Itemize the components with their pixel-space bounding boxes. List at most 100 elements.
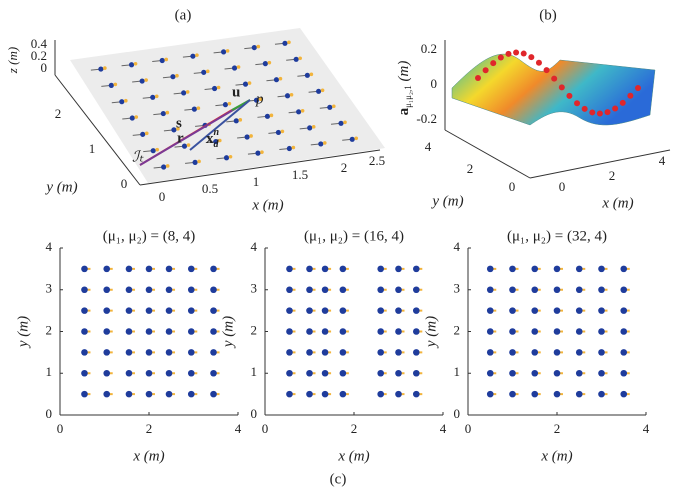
array-dot-accent <box>323 141 327 145</box>
x-tick-label: 2.5 <box>369 153 385 168</box>
array-dot <box>255 150 261 156</box>
array-dot <box>262 61 268 67</box>
array-dot-accent <box>185 90 190 94</box>
array-dot <box>221 49 227 55</box>
array-dot <box>140 131 146 137</box>
point <box>486 349 494 356</box>
array-dot-accent <box>238 118 243 122</box>
array-dot-accent <box>133 61 138 66</box>
point <box>187 390 195 398</box>
point <box>531 265 539 273</box>
point <box>575 307 583 314</box>
point <box>598 390 605 398</box>
point <box>187 286 195 294</box>
point <box>553 328 561 335</box>
point <box>306 265 313 273</box>
sample-dot <box>627 92 634 99</box>
point <box>321 349 329 356</box>
sample-dot <box>505 50 512 57</box>
array-dot-accent <box>218 138 222 143</box>
point <box>531 328 539 335</box>
y-tick-label: 0 <box>121 176 128 191</box>
array-dot-accent <box>103 66 107 70</box>
point <box>81 265 88 273</box>
point <box>339 307 347 314</box>
panel-label: (b) <box>539 7 557 23</box>
array-dot-accent <box>236 65 241 69</box>
array-dot-accent <box>197 159 201 164</box>
sample-dots <box>475 49 641 117</box>
point <box>509 286 516 294</box>
point <box>81 369 88 377</box>
y-tick-label: 2 <box>55 106 62 121</box>
z-tick-label: 0.2 <box>31 48 47 63</box>
point <box>377 390 385 398</box>
point <box>165 265 173 273</box>
point <box>413 307 420 314</box>
point <box>377 265 385 273</box>
array-dot <box>273 77 280 83</box>
array-dot <box>296 109 302 115</box>
point <box>509 369 516 377</box>
array-dot <box>181 143 188 149</box>
point <box>339 328 347 335</box>
y-axis-label: y (m) <box>430 193 463 209</box>
point <box>620 390 628 398</box>
array-dot-accent <box>354 136 359 141</box>
array-dot <box>233 118 239 124</box>
array-dot-accent <box>134 115 139 119</box>
array-dot-accent <box>280 129 285 134</box>
y-tick-label: 0 <box>251 406 258 421</box>
annotation-main: x <box>206 131 214 147</box>
point <box>377 369 385 377</box>
array-dot <box>349 136 355 142</box>
point <box>321 369 329 377</box>
y-tick-label: 0 <box>454 406 461 421</box>
array-dot-accent <box>195 53 199 57</box>
point <box>413 349 420 356</box>
sample-dot <box>551 75 558 82</box>
panel-b: (b) 0.2 0 -0.2 aμ₁μ₂,1 (m) 4 2 0 y (m) 0… <box>396 7 671 211</box>
array-dot <box>318 141 324 147</box>
point <box>145 390 153 398</box>
point <box>553 390 561 398</box>
y-tick-label: 0 <box>509 179 516 194</box>
y-tick-label: 0 <box>46 406 53 421</box>
point <box>339 286 347 294</box>
array-dot-accent <box>225 49 230 53</box>
point <box>339 369 347 377</box>
point <box>413 265 420 273</box>
sample-dot <box>612 105 619 112</box>
point <box>286 328 293 335</box>
point <box>531 286 539 294</box>
point <box>165 286 173 294</box>
point <box>210 390 217 398</box>
x-tick-label: 0 <box>57 421 64 436</box>
z-axis-label-sub: μ₁μ₂,1 <box>403 85 413 108</box>
y-axis-label: y (m) <box>44 179 77 195</box>
sample-dot <box>475 75 481 81</box>
array-dot-accent <box>186 143 191 147</box>
point <box>103 307 111 314</box>
x-tick-label: 0.5 <box>202 181 218 196</box>
z-axis-label-main: a <box>396 107 412 115</box>
point <box>165 369 173 377</box>
point <box>103 349 111 356</box>
array-dot-accent <box>309 72 314 77</box>
point <box>145 349 153 356</box>
point <box>553 286 561 294</box>
z-axis-label-unit: (m) <box>396 61 412 86</box>
sample-dot <box>566 92 573 99</box>
y-tick-label: 2 <box>454 322 461 337</box>
point <box>81 307 88 314</box>
point <box>620 286 628 294</box>
point <box>210 307 217 314</box>
point <box>395 286 402 294</box>
point <box>509 265 516 273</box>
point <box>553 369 561 377</box>
array-dot <box>213 138 219 145</box>
point <box>306 390 313 398</box>
array-dot <box>170 74 176 80</box>
array-dot-accent <box>113 82 118 87</box>
point <box>395 369 402 377</box>
